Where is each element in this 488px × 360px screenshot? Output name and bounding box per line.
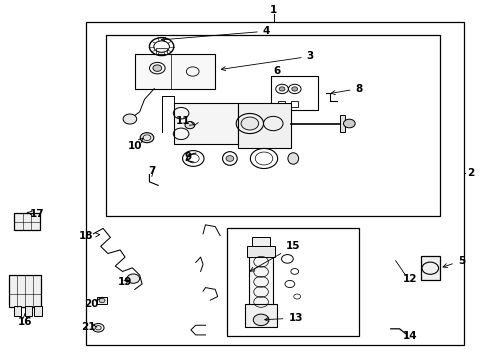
Circle shape — [140, 133, 154, 143]
Text: 21: 21 — [81, 322, 96, 332]
Text: 20: 20 — [83, 299, 98, 309]
Text: 7: 7 — [148, 166, 155, 176]
Ellipse shape — [287, 153, 298, 164]
Bar — [24, 306, 32, 316]
Bar — [105, 35, 439, 216]
Circle shape — [92, 323, 104, 332]
Text: 11: 11 — [176, 116, 194, 126]
Bar — [271, 76, 317, 110]
Bar — [251, 237, 270, 246]
Text: 17: 17 — [27, 209, 44, 219]
Circle shape — [184, 122, 194, 129]
Circle shape — [225, 156, 233, 161]
Circle shape — [343, 119, 354, 128]
Text: 14: 14 — [402, 331, 417, 341]
Text: 19: 19 — [118, 277, 132, 287]
Circle shape — [153, 65, 162, 71]
Text: 16: 16 — [18, 314, 32, 327]
Text: 1: 1 — [269, 5, 277, 15]
Text: 9: 9 — [184, 152, 192, 162]
Bar — [245, 304, 276, 327]
Text: 13: 13 — [264, 313, 303, 323]
Bar — [339, 115, 345, 132]
Bar — [86, 22, 463, 345]
Bar — [135, 54, 215, 89]
Bar — [156, 48, 167, 54]
Text: 4: 4 — [161, 26, 269, 41]
Circle shape — [123, 114, 137, 124]
Text: 6: 6 — [273, 66, 281, 76]
Bar — [420, 256, 439, 280]
Bar — [173, 103, 238, 144]
Bar — [278, 101, 285, 107]
Bar — [290, 101, 297, 107]
Text: 8: 8 — [330, 84, 362, 95]
Circle shape — [253, 314, 268, 325]
Circle shape — [291, 87, 297, 91]
Text: 18: 18 — [79, 231, 100, 240]
Bar — [227, 228, 358, 336]
Circle shape — [241, 117, 258, 130]
Text: 10: 10 — [127, 138, 143, 151]
Text: 3: 3 — [221, 51, 313, 71]
Bar — [14, 306, 21, 316]
Text: 5: 5 — [442, 256, 464, 267]
Bar — [14, 213, 40, 230]
Circle shape — [279, 87, 285, 91]
Text: 12: 12 — [402, 274, 417, 284]
Bar — [34, 306, 41, 316]
Circle shape — [99, 298, 105, 303]
Bar — [249, 250, 272, 306]
Text: 2: 2 — [467, 168, 474, 178]
Text: 15: 15 — [250, 241, 300, 271]
Bar — [238, 103, 290, 148]
Bar — [246, 246, 275, 257]
Bar — [9, 275, 41, 307]
Bar — [97, 297, 107, 304]
Circle shape — [127, 274, 140, 283]
